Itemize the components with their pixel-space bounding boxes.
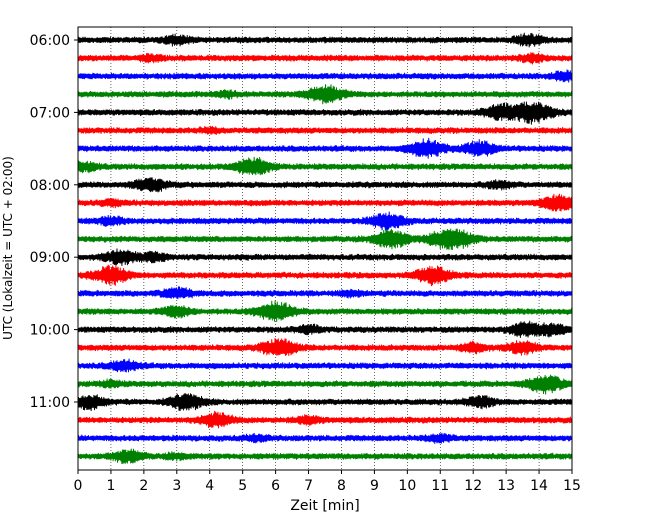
trace-1000	[77, 320, 573, 338]
trace-0745	[77, 156, 573, 176]
trace-0830	[77, 211, 573, 231]
y-tick-label-1: 07:00	[30, 105, 70, 121]
trace-1115	[77, 410, 573, 429]
x-tick-label-9: 9	[370, 478, 379, 494]
trace-1030	[77, 358, 573, 373]
x-tick-label-3: 3	[172, 478, 181, 494]
trace-1145	[77, 448, 573, 465]
trace-0915	[77, 264, 573, 287]
y-tick-label-4: 10:00	[30, 323, 70, 339]
x-tick-label-12: 12	[464, 478, 482, 494]
x-axis-label: Zeit [min]	[290, 498, 359, 514]
x-tick-label-14: 14	[530, 478, 548, 494]
y-axis-label: UTC (Lokalzeit = UTC + 02:00)	[1, 156, 15, 340]
trace-0845	[77, 228, 573, 251]
trace-0630	[77, 69, 573, 83]
trace-0645	[77, 84, 573, 105]
x-tick-label-0: 0	[74, 478, 83, 494]
trace-0715	[77, 125, 573, 135]
x-tick-label-2: 2	[139, 478, 148, 494]
x-tick-label-10: 10	[398, 478, 416, 494]
x-axis-ticks: 0 1 2 3 4 5 6 7 8 9 10 11 12 13 14 15	[74, 470, 581, 494]
x-tick-label-6: 6	[271, 478, 280, 494]
x-tick-label-7: 7	[304, 478, 313, 494]
x-tick-label-13: 13	[497, 478, 515, 494]
trace-0700	[77, 101, 573, 125]
x-tick-label-11: 11	[431, 478, 449, 494]
y-tick-label-5: 11:00	[30, 395, 70, 411]
y-axis-ticks: 06:00 07:00 08:00 09:00 10:00 11:00	[30, 33, 78, 411]
trace-1100	[77, 392, 573, 412]
x-tick-label-5: 5	[238, 478, 247, 494]
trace-0815	[77, 193, 573, 212]
y-tick-label-2: 08:00	[30, 178, 70, 194]
x-tick-label-1: 1	[106, 478, 115, 494]
x-tick-label-15: 15	[563, 478, 581, 494]
trace-1045	[77, 374, 573, 395]
trace-0730	[77, 137, 573, 159]
plot-frame	[77, 26, 573, 471]
trace-0930	[77, 286, 573, 300]
y-tick-label-0: 06:00	[30, 33, 70, 49]
trace-0900	[77, 248, 573, 266]
trace-1130	[77, 432, 573, 444]
trace-1015	[77, 337, 573, 356]
x-tick-label-8: 8	[337, 478, 346, 494]
trace-0615	[77, 52, 573, 65]
trace-0600	[77, 32, 573, 48]
trace-0800	[77, 177, 573, 193]
y-tick-label-3: 09:00	[30, 250, 70, 266]
trace-0945	[77, 300, 573, 322]
trace-group	[77, 32, 573, 465]
x-tick-label-4: 4	[205, 478, 214, 494]
